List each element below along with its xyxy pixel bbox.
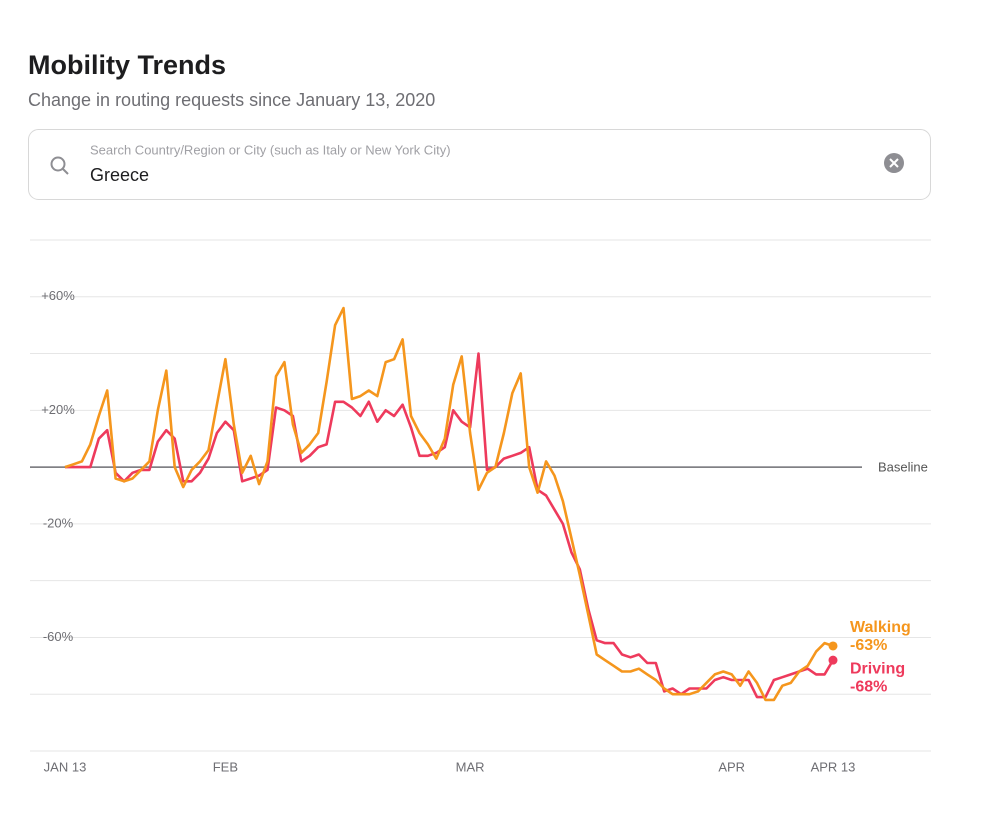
page-subtitle: Change in routing requests since January… <box>28 90 435 110</box>
series-label: Walking <box>850 619 911 636</box>
search-value[interactable]: Greece <box>90 165 149 185</box>
y-tick-label: +60% <box>41 288 75 303</box>
y-tick-label: -60% <box>43 629 74 644</box>
baseline-label: Baseline <box>878 460 928 475</box>
x-tick-label: JAN 13 <box>44 759 87 774</box>
end-dot <box>828 641 838 651</box>
series-label: Driving <box>850 660 905 677</box>
search-box[interactable] <box>28 129 931 200</box>
series-value-label: -68% <box>850 678 887 695</box>
x-tick-label: APR <box>718 759 745 774</box>
search-placeholder: Search Country/Region or City (such as I… <box>90 142 451 157</box>
x-tick-label: MAR <box>456 759 485 774</box>
line-0 <box>64 306 834 702</box>
x-tick-label: APR 13 <box>811 759 856 774</box>
clear-button[interactable] <box>884 153 904 173</box>
y-tick-label: +20% <box>41 402 75 417</box>
series-value-label: -63% <box>850 637 887 654</box>
search-icon <box>50 156 69 175</box>
line-1 <box>65 352 835 699</box>
x-tick-label: FEB <box>213 759 238 774</box>
page-title: Mobility Trends <box>28 50 226 80</box>
y-tick-label: -20% <box>43 515 74 530</box>
end-dot <box>828 655 838 665</box>
